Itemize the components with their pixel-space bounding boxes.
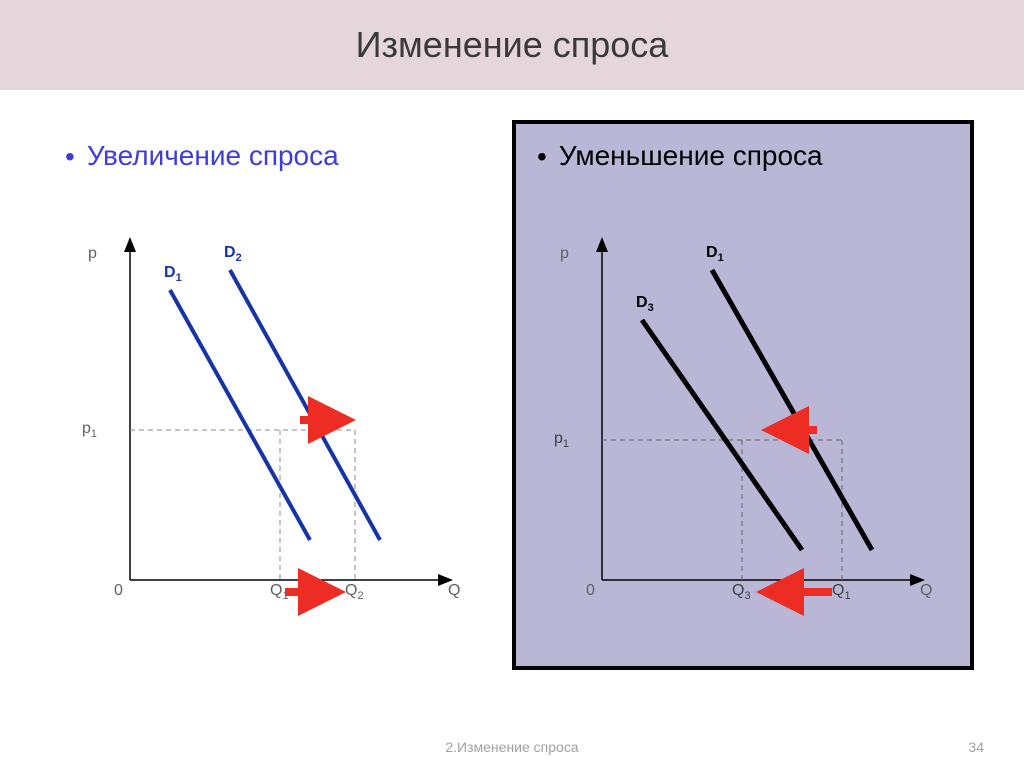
d3-curve xyxy=(642,320,802,550)
d1-label: D1 xyxy=(706,244,724,264)
left-panel: • Увеличение спроса xyxy=(40,120,502,670)
left-chart-svg xyxy=(110,230,470,640)
x-axis-label: Q xyxy=(920,582,932,600)
content-row: • Увеличение спроса xyxy=(0,90,1024,670)
x-axis-label: Q xyxy=(448,582,460,600)
slide-title: Изменение спроса xyxy=(356,24,669,66)
right-panel-header: • Уменьшение спроса xyxy=(512,120,974,174)
title-bar: Изменение спроса xyxy=(0,0,1024,90)
d3-label: D3 xyxy=(636,294,654,314)
right-chart: p Q 0 p1 Q1 Q3 D1 D3 xyxy=(582,230,942,640)
d1-curve xyxy=(712,270,872,550)
right-header-text: Уменьшение спроса xyxy=(559,140,823,172)
page-number: 34 xyxy=(968,739,984,755)
left-panel-header: • Увеличение спроса xyxy=(40,120,502,174)
p1-label: p1 xyxy=(82,420,97,440)
y-axis-label: p xyxy=(560,245,569,263)
left-chart: p Q 0 p1 Q1 Q2 D1 D2 xyxy=(110,230,470,640)
q1-label: Q1 xyxy=(832,582,851,602)
q2-label: Q2 xyxy=(345,582,364,602)
right-panel: • Уменьшение спроса xyxy=(512,120,974,670)
d2-label: D2 xyxy=(224,244,242,264)
bullet-icon: • xyxy=(537,140,547,174)
y-axis-label: p xyxy=(88,245,97,263)
footer: 2.Изменение спроса 34 xyxy=(0,739,1024,755)
q1-label: Q1 xyxy=(270,582,289,602)
right-chart-svg xyxy=(582,230,942,640)
origin-label: 0 xyxy=(114,582,123,600)
q3-label: Q3 xyxy=(732,582,751,602)
d1-curve xyxy=(170,290,310,540)
p1-label: p1 xyxy=(554,430,569,450)
origin-label: 0 xyxy=(586,582,595,600)
d1-label: D1 xyxy=(164,264,182,284)
footer-text: 2.Изменение спроса xyxy=(445,739,578,755)
left-header-text: Увеличение спроса xyxy=(87,140,339,172)
d2-curve xyxy=(230,270,380,540)
bullet-icon: • xyxy=(65,140,75,174)
